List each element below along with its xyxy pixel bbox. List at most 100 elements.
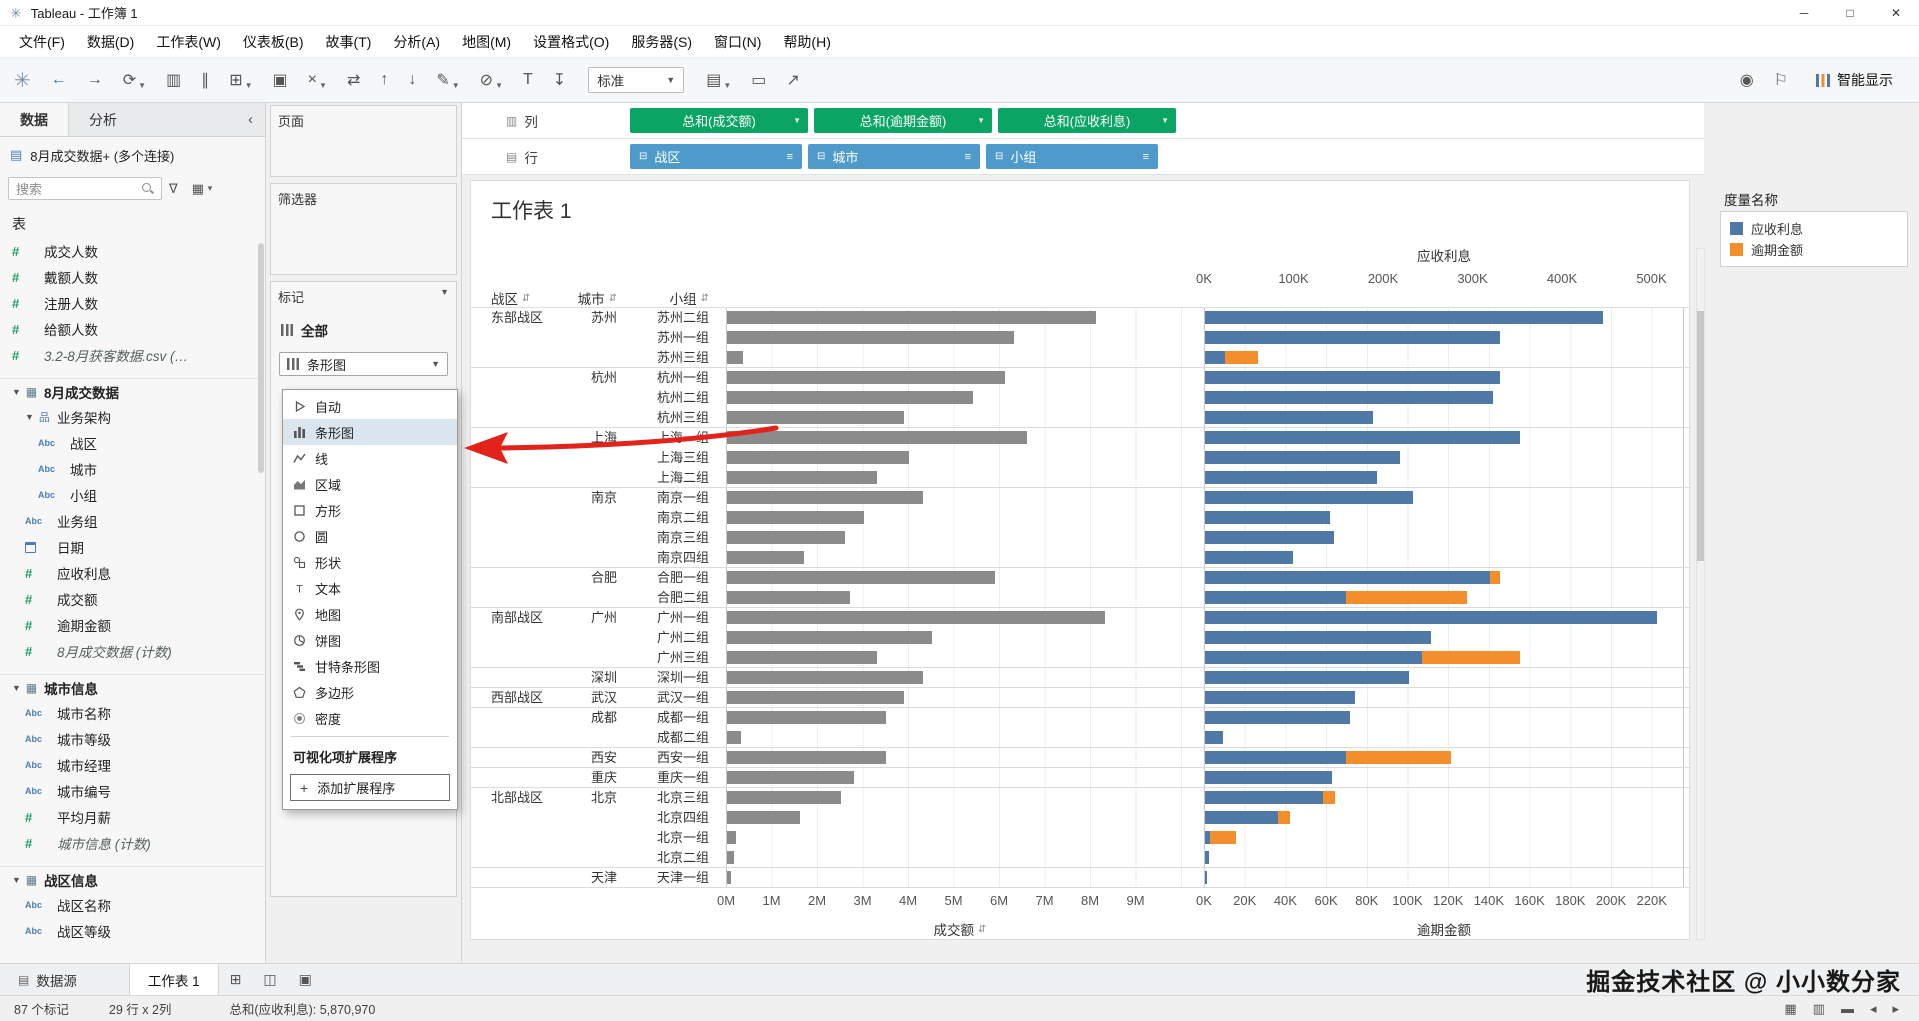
city-label[interactable]: 杭州: [590, 370, 617, 385]
pages-shelf[interactable]: 页面: [270, 105, 457, 177]
city-label[interactable]: 武汉: [590, 690, 617, 705]
bar-mark-deal[interactable]: [727, 791, 841, 804]
data-guide-button[interactable]: ◉: [1730, 64, 1764, 96]
view-as-button[interactable]: ▦ ▼: [191, 180, 214, 196]
bar-mark-interest[interactable]: [1205, 371, 1501, 384]
presentation-mode-button[interactable]: ▭: [741, 64, 776, 96]
mark-labels-button[interactable]: ▤ ▼: [696, 64, 741, 96]
bar-mark-deal[interactable]: [727, 631, 932, 644]
sort-icon[interactable]: ⇵: [608, 292, 617, 304]
group-label[interactable]: 北京一组: [656, 830, 709, 845]
bar-mark-deal[interactable]: [727, 831, 737, 844]
bar-mark-interest[interactable]: [1205, 691, 1356, 704]
group-label[interactable]: 北京四组: [656, 810, 709, 825]
group-label[interactable]: 广州二组: [656, 630, 709, 645]
filters-shelf[interactable]: 筛选器: [270, 183, 457, 275]
group-label[interactable]: 北京三组: [656, 790, 709, 805]
field-item[interactable]: 日期: [0, 534, 265, 560]
mark-type-option[interactable]: 圆: [283, 523, 457, 549]
bar-mark-deal[interactable]: [727, 491, 923, 504]
refresh-button[interactable]: ⟳ ▼: [113, 64, 156, 96]
bar-mark-interest[interactable]: [1205, 811, 1279, 824]
mark-type-option[interactable]: 方形: [283, 497, 457, 523]
bar-mark-deal[interactable]: [727, 431, 1028, 444]
bar-mark-deal[interactable]: [727, 471, 878, 484]
sort-descending-button[interactable]: ↓: [398, 64, 426, 96]
bar-mark-interest[interactable]: [1205, 871, 1207, 884]
bar-mark-interest[interactable]: [1205, 851, 1209, 864]
region-label[interactable]: 西部战区: [491, 690, 544, 705]
group-label[interactable]: 杭州二组: [656, 390, 709, 405]
show-me-button[interactable]: 智能显示: [1816, 70, 1893, 90]
bar-mark-overdue[interactable]: [1205, 831, 1236, 844]
bar-mark-interest[interactable]: [1205, 591, 1347, 604]
bar-mark-deal[interactable]: [727, 871, 731, 884]
sheet-tab-active[interactable]: 工作表 1: [128, 964, 219, 995]
mark-type-option[interactable]: 区域: [283, 471, 457, 497]
group-label[interactable]: 成都一组: [656, 710, 709, 725]
new-worksheet-button[interactable]: ⊞ ▼: [219, 64, 262, 96]
sheet-sorter-icon[interactable]: ▦: [1784, 1000, 1797, 1016]
bar-mark-deal[interactable]: [727, 611, 1105, 624]
menu-item[interactable]: 地图(M): [462, 33, 512, 50]
menu-item[interactable]: 帮助(H): [783, 33, 831, 50]
undo-button[interactable]: ←: [41, 64, 77, 96]
field-item[interactable]: Abc 战区等级: [0, 918, 265, 944]
column-pill[interactable]: 总和(逾期金额) ▼: [814, 108, 992, 133]
field-item[interactable]: Abc 小组: [0, 482, 265, 508]
mark-type-option[interactable]: 自动: [283, 393, 457, 419]
flag-button[interactable]: ⚐: [1764, 64, 1798, 96]
bar-mark-deal[interactable]: [727, 391, 973, 404]
mark-type-option[interactable]: 条形图: [283, 419, 457, 445]
field-item[interactable]: Abc 城市名称: [0, 700, 265, 726]
field-item[interactable]: # 应收利息: [0, 560, 265, 586]
legend-item[interactable]: 应收利息: [1730, 218, 1898, 239]
city-label[interactable]: 天津: [590, 870, 617, 885]
group-label[interactable]: 合肥二组: [656, 590, 709, 605]
bar-mark-deal[interactable]: [727, 591, 850, 604]
bar-mark-interest[interactable]: [1205, 631, 1431, 644]
city-label[interactable]: 上海: [590, 430, 617, 445]
field-item[interactable]: # 平均月薪: [0, 804, 265, 830]
row-pill[interactable]: ⊟ 战区 ≡: [630, 144, 802, 169]
field-item[interactable]: Abc 城市编号: [0, 778, 265, 804]
marks-all-row[interactable]: 全部: [271, 311, 456, 342]
menu-item[interactable]: 文件(F): [19, 33, 65, 50]
bar-mark-deal[interactable]: [727, 691, 905, 704]
bar-mark-deal[interactable]: [727, 371, 1005, 384]
show-tabs-icon[interactable]: ▬: [1840, 1001, 1854, 1016]
field-item[interactable]: ▼ 品业务架构: [0, 404, 265, 430]
mark-type-option[interactable]: 多边形: [283, 679, 457, 705]
bar-mark-interest[interactable]: [1205, 431, 1520, 444]
mark-type-option[interactable]: 线: [283, 445, 457, 471]
data-pane-tab-data[interactable]: 数据: [0, 103, 69, 136]
bar-mark-deal[interactable]: [727, 551, 805, 564]
group-label[interactable]: 广州三组: [656, 650, 709, 665]
sort-icon[interactable]: ⇵: [522, 292, 531, 304]
city-label[interactable]: 广州: [590, 610, 617, 625]
measure-names-legend[interactable]: 应收利息 逾期金额: [1720, 211, 1908, 267]
mark-type-option[interactable]: 饼图: [283, 627, 457, 653]
filter-fields-button[interactable]: ∇: [169, 180, 178, 196]
field-item[interactable]: # 给额人数: [0, 316, 265, 342]
bar-mark-deal[interactable]: [727, 731, 741, 744]
table-section-header[interactable]: ▼ ▦ 8月成交数据: [0, 378, 265, 404]
add-extension-button[interactable]: + 添加扩展程序: [290, 774, 450, 801]
mark-type-option[interactable]: 地图: [283, 601, 457, 627]
field-item[interactable]: Abc 战区名称: [0, 892, 265, 918]
mark-type-select[interactable]: 条形图 ▼: [279, 352, 448, 376]
region-label[interactable]: 东部战区: [491, 310, 544, 325]
city-label[interactable]: 重庆: [590, 770, 617, 785]
redo-button[interactable]: →: [77, 64, 113, 96]
bar-mark-interest[interactable]: [1205, 311, 1604, 324]
column-pill[interactable]: 总和(成交额) ▼: [630, 108, 808, 133]
bar-mark-interest[interactable]: [1205, 711, 1350, 724]
group-label[interactable]: 苏州一组: [656, 330, 709, 345]
deal-axis-title[interactable]: 成交额 ⇵: [933, 923, 987, 938]
pause-updates-button[interactable]: ∥: [191, 64, 219, 96]
city-label[interactable]: 北京: [590, 790, 617, 805]
bar-mark-deal[interactable]: [727, 751, 887, 764]
bar-mark-interest[interactable]: [1205, 351, 1225, 364]
region-label[interactable]: 北部战区: [491, 790, 544, 805]
bar-mark-interest[interactable]: [1205, 331, 1501, 344]
